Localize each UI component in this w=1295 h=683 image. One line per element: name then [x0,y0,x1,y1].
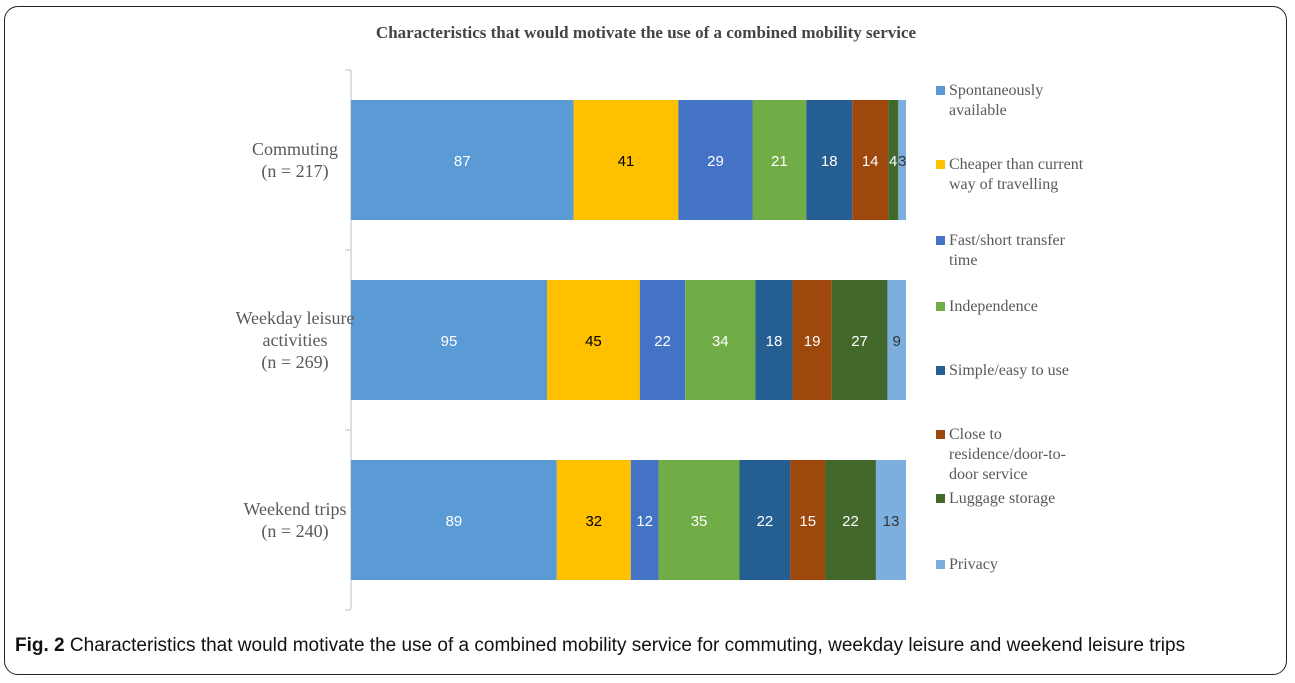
bar-segment [556,460,631,580]
bar-segment [898,100,906,220]
figure-frame: Characteristics that would motivate the … [4,6,1287,675]
data-label: 32 [585,513,602,530]
bar-segment [831,280,888,400]
bar-segment [755,280,793,400]
data-label: 15 [799,513,816,530]
bar-segment [752,100,807,220]
data-label: 12 [636,513,653,530]
chart-title: Characteristics that would motivate the … [376,23,917,42]
bar-segment [792,280,832,400]
legend-label: Privacy [949,556,998,573]
legend-swatch [936,302,945,311]
legend-label: Spontaneously available [949,82,1043,119]
data-label: 13 [883,513,900,530]
caption-label: Fig. 2 [15,635,65,656]
data-label: 95 [441,333,458,350]
data-label: 41 [618,153,635,170]
legend-label: Simple/easy to use [949,362,1069,379]
legend-label: Cheaper than current way of travelling [949,156,1084,193]
legend-swatch [936,236,945,245]
data-label: 3 [898,153,906,170]
data-label: 34 [712,333,729,350]
bar-segment [658,460,740,580]
bar-segment [739,460,791,580]
bar-segment [852,100,889,220]
caption-text: Characteristics that would motivate the … [64,635,1186,656]
legend-swatch [936,160,945,169]
bar-segment [888,100,899,220]
figure-caption: Fig. 2 Characteristics that would motiva… [15,635,1285,657]
data-label: 4 [889,153,897,170]
bar-segment [678,100,753,220]
bar-segment [351,460,557,580]
legend-label: Fast/short transfer time [949,232,1066,269]
bar-segment [825,460,876,580]
bar-segment [685,280,756,400]
legend-swatch [936,560,945,569]
bar-segment [806,100,853,220]
bar-segment [875,460,906,580]
bar-segment [887,280,906,400]
legend-swatch [936,366,945,375]
bar-segment [351,280,548,400]
legend-label: Independence [949,298,1038,315]
stacked-bar-chart: Characteristics that would motivate the … [236,23,1084,611]
bar-segment [573,100,679,220]
category-label: Commuting (n = 217) [252,139,338,182]
category-label: Weekday leisure activities (n = 269) [236,308,355,373]
bar-segment [547,280,640,400]
data-label: 89 [446,513,463,530]
legend-label: Luggage storage [949,490,1055,507]
bar-segment [639,280,686,400]
legend-swatch [936,494,945,503]
data-label: 19 [804,333,821,350]
bar-segment [351,100,574,220]
data-label: 29 [707,153,724,170]
legend-swatch [936,86,945,95]
data-label: 22 [654,333,671,350]
category-label: Weekend trips (n = 240) [243,499,346,542]
data-label: 87 [454,153,471,170]
data-label: 27 [851,333,868,350]
bar-segment [630,460,659,580]
data-label: 45 [585,333,602,350]
data-label: 14 [862,153,879,170]
data-label: 18 [821,153,838,170]
data-label: 22 [842,513,859,530]
data-label: 35 [691,513,708,530]
legend-label: Close to residence/door-to-door service [949,426,1066,483]
bar-segment [790,460,826,580]
legend-swatch [936,430,945,439]
data-label: 22 [757,513,774,530]
data-label: 21 [771,153,788,170]
data-label: 9 [893,333,901,350]
data-label: 18 [766,333,783,350]
